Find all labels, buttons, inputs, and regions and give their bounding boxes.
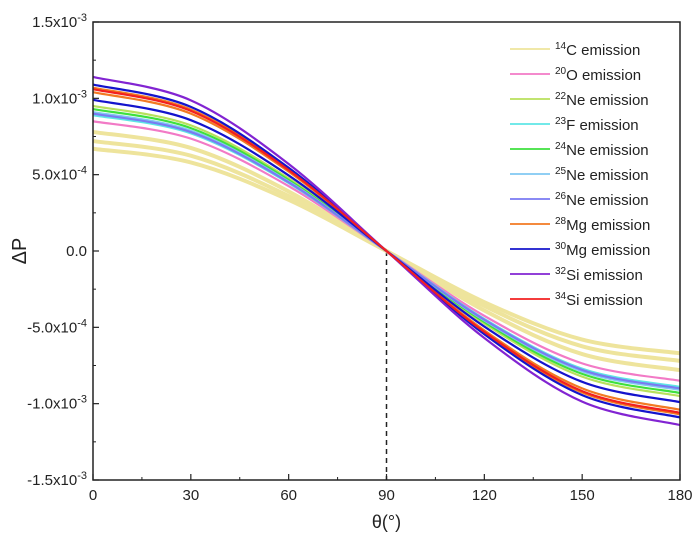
y-tick-label: 5.0x10-4 <box>32 165 87 184</box>
y-tick-label: 0.0 <box>66 243 87 260</box>
y-tick-label: -1.0x10-3 <box>27 394 87 413</box>
legend-label: 25Ne emission <box>555 166 649 184</box>
legend-item: 22Ne emission <box>510 91 649 109</box>
x-tick-label: 180 <box>667 487 692 504</box>
legend-item: 26Ne emission <box>510 191 649 209</box>
x-tick-label: 90 <box>378 487 395 504</box>
legend-item: 23F emission <box>510 116 639 134</box>
x-tick-label: 120 <box>472 487 497 504</box>
legend-label: 14C emission <box>555 41 640 59</box>
legend-label: 23F emission <box>555 116 639 134</box>
y-axis-label: ΔP <box>9 238 31 265</box>
legend-item: 30Mg emission <box>510 241 650 259</box>
legend-item: 24Ne emission <box>510 141 649 159</box>
legend: 14C emission 20O emission 22Ne emission 23F… <box>510 41 650 309</box>
legend-item: 14C emission <box>510 41 640 59</box>
x-tick-label: 0 <box>89 487 97 504</box>
legend-label: 32Si emission <box>555 266 643 284</box>
series-line-34-0 <box>92 88 681 414</box>
legend-label: 24Ne emission <box>555 141 649 159</box>
legend-label: 26Ne emission <box>555 191 649 209</box>
y-tick-label: -5.0x10-4 <box>27 317 87 336</box>
legend-item: 32Si emission <box>510 266 643 284</box>
y-tick-label: 1.5x10-3 <box>32 12 87 31</box>
x-tick-label: 150 <box>570 487 595 504</box>
legend-item: 34Si emission <box>510 291 643 309</box>
legend-label: 22Ne emission <box>555 91 649 109</box>
x-tick-label: 30 <box>182 487 199 504</box>
legend-item: 28Mg emission <box>510 216 650 234</box>
legend-item: 25Ne emission <box>510 166 649 184</box>
x-axis-label: θ(°) <box>372 512 401 532</box>
legend-label: 28Mg emission <box>555 216 650 234</box>
y-tick-label: 1.0x10-3 <box>32 88 87 107</box>
legend-item: 20O emission <box>510 66 641 84</box>
x-tick-label: 60 <box>280 487 297 504</box>
legend-label: 34Si emission <box>555 291 643 309</box>
legend-label: 30Mg emission <box>555 241 650 259</box>
legend-label: 20O emission <box>555 66 641 84</box>
y-tick-label: -1.5x10-3 <box>27 470 87 489</box>
